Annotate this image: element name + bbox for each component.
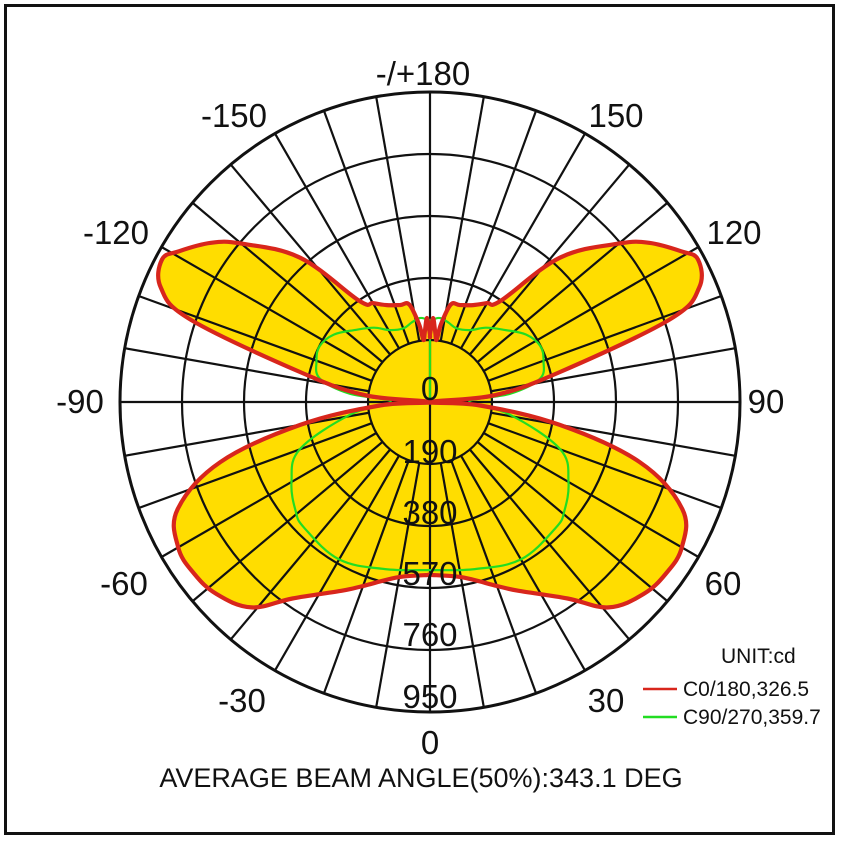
radial-tick-label: 190 <box>402 433 457 470</box>
legend-entry-c0: C0/180,326.5 <box>683 678 809 701</box>
angle-label: 0 <box>421 724 439 761</box>
radial-tick-label: 950 <box>402 678 457 715</box>
angle-label: -90 <box>56 383 104 420</box>
angle-label: -30 <box>218 682 266 719</box>
legend-unit-label: UNIT:cd <box>721 645 796 668</box>
angle-label: 60 <box>705 565 742 602</box>
angle-label: 150 <box>588 97 643 134</box>
angle-label: -/+180 <box>376 55 471 92</box>
angle-label: 90 <box>748 383 785 420</box>
angle-label: 30 <box>588 682 625 719</box>
legend: UNIT:cd C0/180,326.5 C90/270,359.7 <box>643 645 821 729</box>
angle-label: -120 <box>83 214 149 251</box>
angle-label: -60 <box>100 565 148 602</box>
radial-tick-labels: 0 190 380 570 760 950 <box>402 370 457 715</box>
c0-180-curve <box>156 239 704 610</box>
radial-tick-label: 380 <box>402 494 457 531</box>
radial-tick-label: 570 <box>402 555 457 592</box>
beam-angle-caption: AVERAGE BEAM ANGLE(50%):343.1 DEG <box>159 763 682 793</box>
intensity-curves <box>156 239 704 610</box>
legend-entry-c90: C90/270,359.7 <box>683 706 821 729</box>
angle-label: 120 <box>706 214 761 251</box>
angle-labels: 0 30 60 90 120 150 -/+180 -150 -120 -90 -60 -30 <box>56 55 784 761</box>
radial-tick-label: 760 <box>402 616 457 653</box>
angle-label: -150 <box>201 97 267 134</box>
radial-tick-label: 0 <box>421 370 439 407</box>
